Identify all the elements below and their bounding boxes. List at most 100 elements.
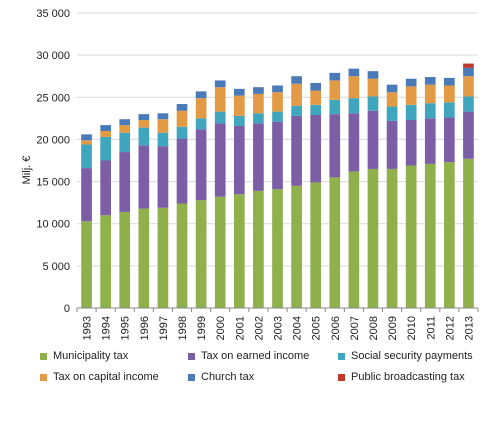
bar-segment [424, 103, 436, 119]
bar-segment [272, 111, 283, 122]
legend-item: Public broadcasting tax [338, 371, 465, 383]
bar-segment [272, 189, 283, 308]
y-tick-label: 20 000 [36, 134, 70, 146]
bars [81, 63, 474, 308]
bar-segment [463, 96, 474, 112]
bar-segment [367, 78, 379, 97]
bar-segment [233, 125, 245, 195]
bar-segment [176, 110, 188, 127]
legend-item: Tax on earned income [188, 350, 309, 362]
x-tick-label: 2004 [292, 316, 304, 340]
bar-segment [463, 67, 474, 77]
bar-segment [81, 134, 92, 141]
bar-segment [444, 85, 455, 103]
bar-segment [157, 119, 169, 133]
legend-swatch [40, 352, 47, 360]
y-tick-label: 10 000 [36, 219, 70, 231]
bar-segment [463, 111, 474, 159]
bar-segment [81, 221, 92, 308]
bar-segment [444, 117, 455, 163]
legend-label: Tax on earned income [201, 350, 310, 362]
bar-segment [214, 123, 226, 197]
legend-item: Church tax [188, 371, 254, 383]
x-tick-label: 2003 [273, 316, 285, 340]
bar-segment [176, 126, 188, 139]
x-tick-label: 1993 [82, 316, 94, 340]
bar-segment [444, 102, 455, 118]
bar-segment [176, 203, 188, 308]
x-tick-label: 1995 [120, 316, 132, 340]
bar-segment [119, 125, 131, 133]
bar-segment [100, 125, 111, 131]
legend-label: Social security payments [351, 350, 473, 362]
axes: 0 5 000 10 000 15 000 20 000 25 000 30 000 35 0… [36, 8, 479, 340]
bar-segment [119, 132, 131, 153]
x-tick-label: 1994 [101, 316, 113, 340]
x-tick-label: 1997 [158, 316, 170, 340]
bar-segment [405, 120, 417, 166]
bar-segment [100, 160, 111, 216]
bar-segment [444, 162, 455, 308]
bar-segment [195, 118, 207, 130]
bar-segment [386, 168, 398, 308]
legend-swatch [40, 373, 47, 381]
bar-segment [176, 138, 188, 204]
bar-segment [119, 119, 131, 126]
legend-label: Public broadcasting tax [351, 371, 465, 383]
bar-segment [329, 177, 341, 308]
x-tick-label: 2005 [311, 316, 323, 340]
bar-segment [463, 76, 474, 97]
bar-segment [119, 152, 131, 212]
bar-segment [100, 136, 111, 161]
bar-segment [348, 98, 360, 114]
bar-segment [386, 106, 398, 121]
bar-segment [214, 111, 226, 124]
legend-swatch [338, 352, 345, 360]
bar-segment [405, 78, 417, 87]
bar-segment [386, 92, 398, 107]
bar-segment [253, 93, 264, 114]
bar-segment [195, 98, 207, 119]
bar-segment [424, 77, 436, 85]
bar-segment [138, 114, 150, 121]
x-tick-label: 2010 [406, 316, 418, 340]
bar-segment [463, 63, 474, 68]
bar-segment [367, 168, 379, 308]
y-tick-label: 35 000 [36, 8, 70, 20]
bar-segment [157, 132, 169, 147]
bar-segment [100, 215, 111, 308]
bar-segment [119, 211, 131, 308]
y-axis-label: Milj. € [21, 156, 33, 185]
bar-segment [253, 190, 264, 308]
bar-segment [138, 145, 150, 209]
x-tick-label: 2001 [234, 316, 246, 340]
legend-item: Social security payments [338, 350, 473, 362]
bar-segment [81, 168, 92, 222]
bar-segment [291, 76, 302, 84]
bar-segment [367, 96, 379, 111]
legend-swatch [338, 373, 345, 381]
y-tick-label: 5 000 [42, 261, 70, 273]
bar-segment [367, 110, 379, 169]
bar-segment [424, 118, 436, 164]
bar-segment [272, 85, 283, 93]
bar-segment [310, 182, 322, 308]
bar-segment [405, 86, 417, 105]
bar-segment [138, 120, 150, 128]
bar-segment [348, 171, 360, 308]
legend-label: Church tax [201, 371, 255, 383]
legend-label: Tax on capital income [53, 371, 159, 383]
legend-label: Municipality tax [53, 350, 129, 362]
x-tick-label: 2013 [463, 316, 475, 340]
bar-segment [253, 113, 264, 124]
x-tick-label: 2000 [215, 316, 227, 340]
x-tick-label: 1999 [196, 316, 208, 340]
bar-segment [272, 92, 283, 112]
bar-segment [348, 76, 360, 99]
bar-segment [195, 129, 207, 201]
bar-segment [386, 120, 398, 169]
x-tick-label: 2009 [387, 316, 399, 340]
bar-segment [233, 88, 245, 96]
bar-segment [405, 104, 417, 121]
